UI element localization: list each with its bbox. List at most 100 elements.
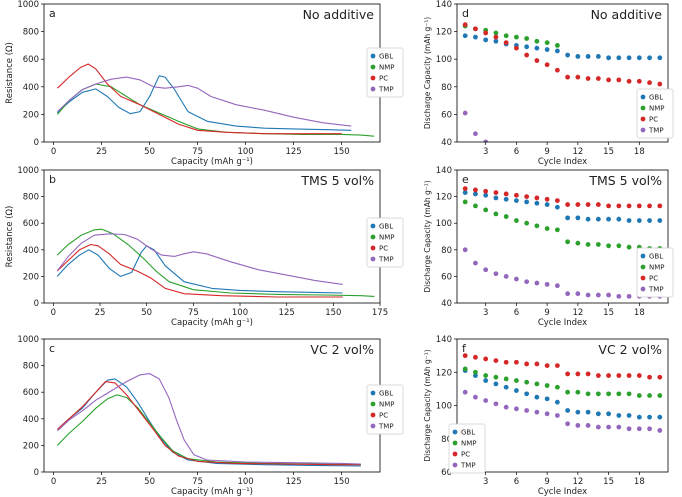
y-tick-label: 800 <box>23 362 39 372</box>
x-tick-label: 50 <box>144 147 155 157</box>
y-ticks: 0 200 400 600 800 1000 <box>17 166 44 309</box>
legend-marker-tmp <box>370 86 376 92</box>
legend-marker-gbl <box>370 223 376 229</box>
data-point-pc <box>616 373 622 378</box>
legend-label: TMP <box>460 462 476 470</box>
data-point-gbl <box>565 408 571 413</box>
data-point-gbl <box>616 413 622 418</box>
series-line-tmp <box>56 233 343 285</box>
data-point-nmp <box>483 207 489 213</box>
legend-frame <box>366 217 404 268</box>
axes-frame <box>456 3 669 143</box>
data-point-nmp <box>534 223 540 229</box>
chart-panel-c: 0 25 50 75 100 125 150 0 200 400 600 800 1000 c VC 2 v… <box>17 335 404 497</box>
data-point-gbl <box>554 48 560 54</box>
data-point-pc <box>606 203 611 209</box>
data-point-tmp <box>503 274 509 279</box>
legend-frame <box>448 423 486 474</box>
data-point-gbl <box>473 34 478 40</box>
series-pc <box>462 353 663 380</box>
panel-title: VC 2 vol% <box>310 342 374 357</box>
data-point-gbl <box>565 52 571 58</box>
data-point-nmp <box>657 393 663 398</box>
data-point-tmp <box>473 394 478 400</box>
x-tick-label: 75 <box>192 147 203 157</box>
x-ticks: 0 25 50 75 100 125 150 <box>51 142 350 157</box>
x-tick-label: 0 <box>51 147 56 157</box>
y-tick-label: 1000 <box>17 166 39 176</box>
legend: GBL NMP PC TMP <box>366 384 404 435</box>
data-point-tmp <box>647 426 652 432</box>
data-point-pc <box>606 77 611 83</box>
data-point-pc <box>575 74 581 80</box>
data-point-pc <box>473 187 478 193</box>
data-point-nmp <box>565 239 571 245</box>
data-point-gbl <box>616 216 622 222</box>
x-tick-label: 12 <box>572 147 583 157</box>
data-point-tmp <box>462 247 468 253</box>
data-point-gbl <box>575 409 581 415</box>
data-point-tmp <box>483 267 489 273</box>
legend-marker-tmp <box>640 286 646 292</box>
data-point-tmp <box>483 398 489 403</box>
data-point-pc <box>534 58 540 63</box>
x-tick-label: 15 <box>603 308 614 318</box>
y-ticks: 0 200 400 600 800 1000 <box>17 0 44 148</box>
series-line-pc <box>56 243 343 298</box>
data-point-tmp <box>657 428 663 433</box>
data-point-gbl <box>595 411 601 417</box>
data-point-nmp <box>595 242 601 247</box>
data-point-pc <box>585 202 591 207</box>
data-point-nmp <box>595 391 601 397</box>
legend-label: GBL <box>379 53 393 61</box>
y-tick-label: 0 <box>34 138 39 148</box>
legend-label: NMP <box>461 440 477 448</box>
data-layer <box>462 22 663 142</box>
data-point-pc <box>616 77 622 83</box>
data-point-pc <box>575 202 581 207</box>
x-tick-label: 125 <box>285 477 301 487</box>
data-point-gbl <box>514 388 519 393</box>
data-point-pc <box>493 358 499 364</box>
data-point-pc <box>595 373 601 378</box>
series-gbl <box>462 190 663 223</box>
series-line-tmp <box>57 373 361 465</box>
data-point-gbl <box>524 199 530 205</box>
legend-marker-pc <box>370 412 376 418</box>
legend-label: TMP <box>378 86 394 94</box>
y-tick-label: 200 <box>23 441 39 451</box>
panel-letter: a <box>49 7 56 20</box>
x-tick-label: 18 <box>634 147 645 157</box>
data-point-pc <box>483 356 489 362</box>
data-point-nmp <box>493 374 499 380</box>
data-point-pc <box>616 203 622 209</box>
chart-panel-e: 3 6 9 12 15 18 40 60 80 100 120 140 e TMS 5 vol% Cycle… <box>423 166 674 328</box>
data-point-gbl <box>503 384 509 390</box>
y-tick-label: 0 <box>34 468 39 478</box>
data-point-pc <box>544 62 550 68</box>
data-point-gbl <box>473 191 478 197</box>
legend-label: GBL <box>649 253 663 261</box>
data-point-gbl <box>606 55 611 61</box>
x-tick-label: 50 <box>141 308 152 318</box>
data-point-gbl <box>657 55 663 61</box>
data-point-gbl <box>657 414 663 420</box>
data-point-tmp <box>483 139 489 142</box>
data-point-tmp <box>616 293 622 299</box>
data-point-tmp <box>514 406 519 412</box>
data-point-nmp <box>647 393 652 398</box>
x-tick-label: 9 <box>544 477 549 487</box>
x-tick-label: 18 <box>634 308 645 318</box>
y-tick-label: 100 <box>436 219 452 229</box>
data-point-pc <box>514 45 519 51</box>
data-layer <box>462 353 663 433</box>
axes-frame <box>456 338 669 473</box>
x-tick-label: 150 <box>333 477 349 487</box>
panel-title: VC 2 vol% <box>598 342 662 357</box>
series-line-tmp <box>57 76 352 127</box>
data-point-nmp <box>534 38 540 44</box>
legend-label: GBL <box>461 429 475 437</box>
data-point-gbl <box>534 45 540 51</box>
y-tick-label: 100 <box>436 55 452 65</box>
data-point-nmp <box>524 379 530 385</box>
